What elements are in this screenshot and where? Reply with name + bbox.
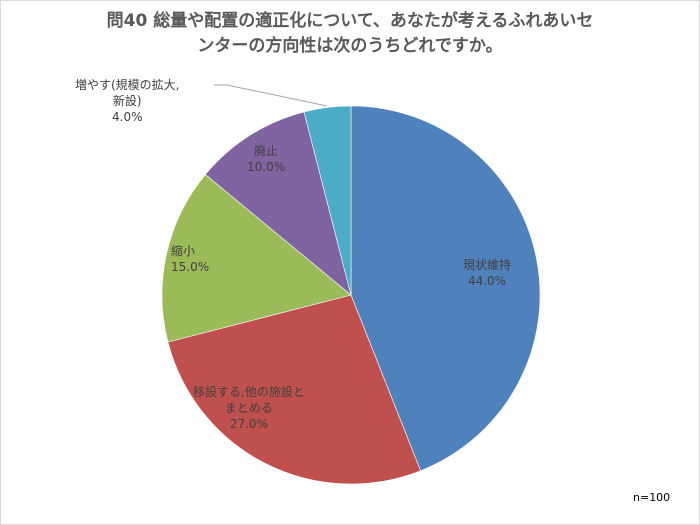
- slice-percent: 10.0%: [247, 160, 286, 174]
- slice-label-line2: まとめる: [224, 401, 273, 415]
- slice-percent: 27.0%: [229, 417, 268, 431]
- pie-slice-1: [167, 294, 421, 485]
- pie-slice-0: [350, 105, 541, 472]
- slice-percent: 4.0%: [112, 110, 143, 124]
- slice-label: 廃止: [254, 144, 279, 158]
- slice-percent: 15.0%: [171, 260, 210, 274]
- chart-title: 問40 総量や配置の適正化について、あなたが考えるふれあいセ ンターの方向性は次…: [1, 9, 699, 59]
- label-shukusho: 縮小 15.0%: [171, 243, 209, 275]
- slice-label-line2: 新設): [112, 94, 142, 108]
- slice-label: 現状維持: [463, 258, 512, 272]
- label-isetsu: 移設する,他の施設と まとめる 27.0%: [193, 384, 305, 432]
- pie-slice-3: [204, 111, 352, 296]
- pie-slice-2: [161, 174, 352, 343]
- slice-label-line1: 増やす(規模の拡大,: [75, 78, 180, 92]
- slice-label: 縮小: [171, 244, 196, 258]
- label-haishi: 廃止 10.0%: [247, 143, 285, 175]
- chart-title-line1: 問40 総量や配置の適正化について、あなたが考えるふれあいセ: [106, 11, 594, 31]
- sample-size-label: n=100: [633, 491, 671, 504]
- label-fuyasu: 増やす(規模の拡大, 新設) 4.0%: [75, 77, 180, 125]
- chart-title-line2: ンターの方向性は次のうちどれですか。: [197, 36, 503, 56]
- slice-percent: 44.0%: [467, 274, 507, 288]
- slice-label-line1: 移設する,他の施設と: [193, 385, 305, 399]
- leader-line: [214, 84, 328, 107]
- label-genjo-iji: 現状維持 44.0%: [463, 257, 511, 289]
- pie-slice-4: [303, 105, 352, 296]
